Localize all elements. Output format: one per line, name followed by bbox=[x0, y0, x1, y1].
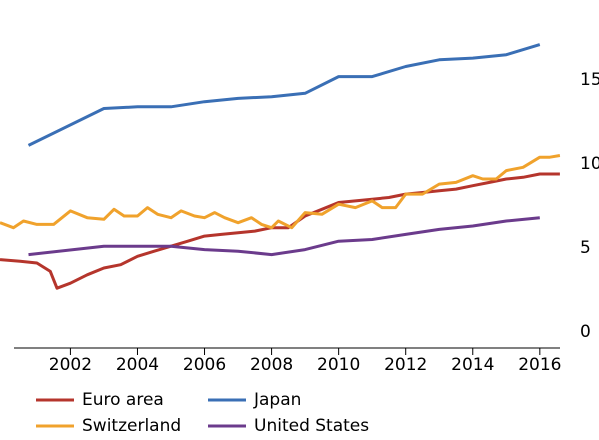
x-tick-label: 2016 bbox=[518, 355, 561, 375]
y-tick-label: 15 bbox=[580, 70, 599, 90]
x-tick-label: 2012 bbox=[384, 355, 427, 375]
legend-label: Switzerland bbox=[82, 416, 181, 436]
y-tick-label: 5 bbox=[580, 238, 591, 258]
x-tick-label: 2014 bbox=[451, 355, 494, 375]
x-tick-label: 2010 bbox=[317, 355, 360, 375]
y-tick-label: 0 bbox=[580, 322, 591, 342]
legend-label: Euro area bbox=[82, 390, 164, 410]
line-series bbox=[28, 216, 540, 257]
line-series bbox=[27, 43, 541, 147]
y-tick-label: 10 bbox=[580, 154, 599, 174]
legend-label: Japan bbox=[253, 390, 301, 410]
x-tick-label: 2004 bbox=[116, 355, 159, 375]
x-tick-label: 2002 bbox=[49, 355, 92, 375]
line-series bbox=[0, 172, 560, 290]
x-tick-label: 2008 bbox=[250, 355, 293, 375]
line-series bbox=[0, 154, 561, 230]
legend-label: United States bbox=[254, 416, 369, 436]
x-tick-label: 2006 bbox=[183, 355, 226, 375]
